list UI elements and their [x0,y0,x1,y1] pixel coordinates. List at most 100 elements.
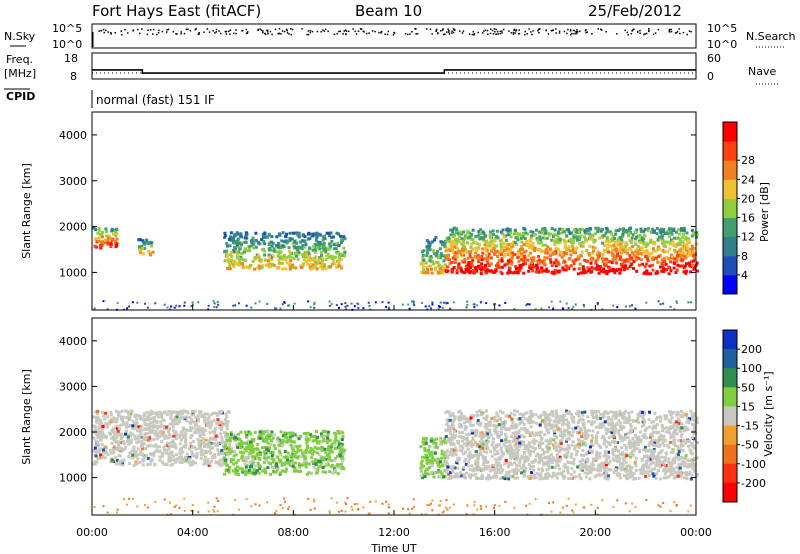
range-gate-cell [541,448,545,452]
range-gate-cell [267,259,271,263]
range-gate-cell [621,248,625,252]
range-gate-cell [189,428,193,432]
range-gate-cell [225,468,229,472]
range-gate-cell [695,269,699,273]
range-gate-cell [473,240,477,244]
range-gate-cell [272,458,276,462]
near-range-speckle [412,302,415,305]
range-gate-cell [471,436,475,440]
range-gate-cell [259,453,263,457]
range-gate-cell [581,449,585,453]
range-gate-cell [492,463,496,467]
range-gate-cell [322,263,326,267]
range-gate-cell [163,462,167,466]
range-gate-cell [101,450,105,454]
range-gate-cell [588,477,592,481]
range-gate-cell [287,249,291,253]
range-gate-cell [321,465,325,469]
range-gate-cell [131,424,135,428]
nsky-point [648,29,650,32]
range-gate-cell [424,469,428,473]
range-gate-cell [446,427,450,431]
range-gate-cell [118,445,122,449]
range-gate-cell [554,240,558,244]
range-gate-cell [496,266,500,270]
nsky-point [278,32,280,35]
range-gate-cell [681,240,685,244]
nsky-point [320,31,322,33]
range-gate-cell [554,271,558,275]
range-gate-cell [110,441,114,445]
range-gate-cell [515,437,519,441]
range-gate-cell [199,450,203,454]
range-gate-cell [660,236,664,240]
range-gate-cell [129,431,133,435]
range-gate-cell [244,231,248,235]
range-gate-cell [453,253,457,257]
range-gate-cell [629,241,633,245]
range-gate-cell [271,254,275,258]
range-gate-cell [669,269,673,273]
range-gate-cell [256,240,260,244]
range-gate-cell [169,463,173,467]
range-gate-cell [543,256,547,260]
range-gate-cell [116,443,120,447]
range-gate-cell [314,233,318,237]
range-gate-cell [151,426,155,430]
range-gate-cell [190,409,194,413]
range-gate-cell [627,411,631,415]
range-gate-cell [584,270,588,274]
range-gate-cell [638,234,642,238]
range-gate-cell [630,251,634,255]
near-range-speckle [293,302,296,305]
range-gate-cell [576,254,580,258]
range-gate-cell [644,474,648,478]
range-gate-cell [234,471,238,475]
range-gate-cell [220,449,224,453]
range-gate-cell [196,419,200,423]
range-gate-cell [628,265,632,269]
range-gate-cell [622,260,626,264]
range-gate-cell [594,259,598,263]
range-gate-cell [263,232,267,236]
range-gate-cell [646,259,650,263]
range-gate-cell [419,474,423,478]
range-gate-cell [680,442,684,446]
range-gate-cell [610,248,614,252]
nave-tick-high: 60 [707,52,721,65]
range-gate-cell [195,453,199,457]
range-gate-cell [645,466,649,470]
range-gate-cell [591,237,595,241]
range-gate-cell [137,245,141,249]
range-gate-cell [321,434,325,438]
nsky-point [575,31,578,34]
range-gate-cell [114,435,118,439]
near-range-speckle [183,301,186,304]
range-gate-cell [483,247,487,251]
range-gate-cell [183,415,187,419]
range-gate-cell [500,248,504,252]
range-gate-cell [544,231,548,235]
range-gate-cell [623,264,627,268]
range-gate-cell [650,251,654,255]
range-gate-cell [585,248,589,252]
nsky-point [558,32,561,34]
range-gate-cell [318,459,322,463]
nsky-point [247,31,249,33]
range-gate-cell [537,456,541,460]
nsky-frame [91,23,697,49]
range-gate-cell [121,463,125,467]
range-gate-cell [521,262,525,266]
range-gate-cell [202,440,206,444]
range-gate-cell [115,231,119,235]
range-gate-cell [258,457,262,461]
range-gate-cell [693,414,697,418]
range-gate-cell [676,228,680,232]
range-gate-cell [583,237,587,241]
range-gate-cell [206,444,210,448]
range-gate-cell [179,410,183,414]
range-gate-cell [690,464,694,468]
range-gate-cell [433,451,437,455]
range-gate-cell [636,443,640,447]
range-gate-cell [693,246,697,250]
